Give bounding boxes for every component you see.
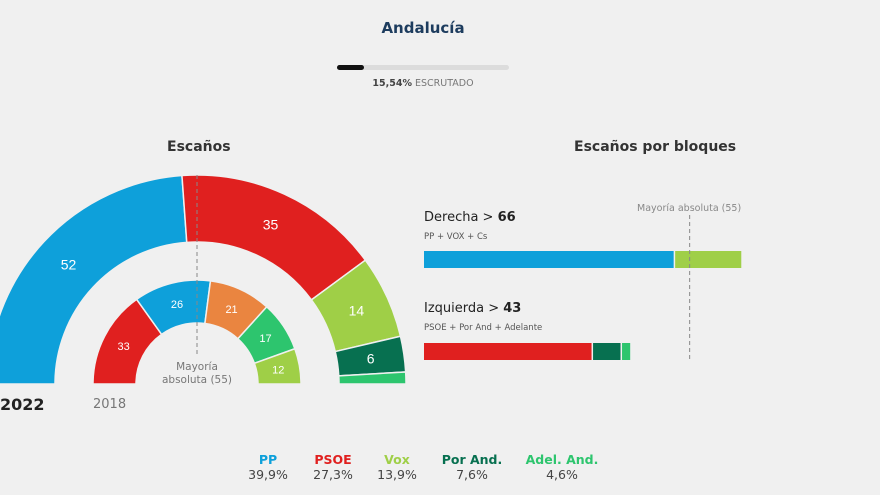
legend-name: Por And. — [441, 452, 503, 467]
progress-value: 15,54% — [372, 78, 412, 89]
seat-label: 52 — [61, 256, 77, 272]
progress-text: ESCRUTADO — [415, 78, 474, 89]
seats-title: Escaños — [167, 139, 231, 155]
legend-value: 39,9% — [248, 467, 288, 482]
page-title: Andalucía — [381, 19, 465, 37]
legend-item: Adel. And. 4,6% — [512, 452, 612, 482]
ring-label-2022: 2022 — [0, 395, 45, 414]
legend-value: 4,6% — [546, 467, 578, 482]
legend-item: PSOE 27,3% — [283, 452, 383, 482]
blocks-title: Escaños por bloques — [574, 139, 737, 155]
progress-label: 15,54% ESCRUTADO — [337, 78, 509, 89]
legend-item: Vox 13,9% — [347, 452, 447, 482]
seat-label: 26 — [171, 299, 183, 311]
legend-value: 27,3% — [313, 467, 353, 482]
seat-label: 33 — [118, 341, 130, 353]
seat-label: 6 — [367, 351, 375, 367]
block-derecha-name: Derecha > 66 — [424, 210, 516, 225]
seat-label: 12 — [272, 365, 284, 377]
legend-item: Por And. 7,6% — [422, 452, 522, 482]
seat-slice-2022-AdelAnd — [337, 371, 407, 385]
block-derecha-parties: PP + VOX + Cs — [424, 232, 488, 242]
block-izquierda-name: Izquierda > 43 — [424, 301, 522, 316]
block-bar-AdelAnd — [622, 343, 631, 360]
block-bar-PP — [424, 251, 674, 268]
legend-value: 13,9% — [377, 467, 417, 482]
legend-item: PP 39,9% — [218, 452, 318, 482]
seat-label: 21 — [225, 304, 237, 316]
legend-name: PSOE — [314, 452, 352, 467]
legend-value: 7,6% — [456, 467, 488, 482]
legend-name: Adel. And. — [525, 452, 599, 467]
majority-center-label: Mayoría absoluta (55) — [161, 361, 232, 386]
seat-label: 35 — [263, 217, 279, 233]
seat-label: 17 — [259, 333, 271, 345]
block-bar-Vox — [675, 251, 742, 268]
progress-fill — [337, 65, 364, 70]
legend-name: Vox — [384, 452, 410, 467]
progress-bar — [337, 65, 509, 70]
seat-slice-2022-PP — [0, 174, 188, 385]
block-izquierda-parties: PSOE + Por And + Adelante — [424, 323, 543, 333]
block-bar-PorAnd — [593, 343, 621, 360]
legend-name: PP — [258, 452, 278, 467]
ring-label-2018: 2018 — [93, 397, 127, 412]
seat-slice-2018-Vox — [253, 347, 302, 385]
block-bar-PSOE — [424, 343, 592, 360]
seat-label: 14 — [349, 302, 365, 318]
majority-bar-label: Mayoría absoluta (55) — [637, 203, 742, 214]
